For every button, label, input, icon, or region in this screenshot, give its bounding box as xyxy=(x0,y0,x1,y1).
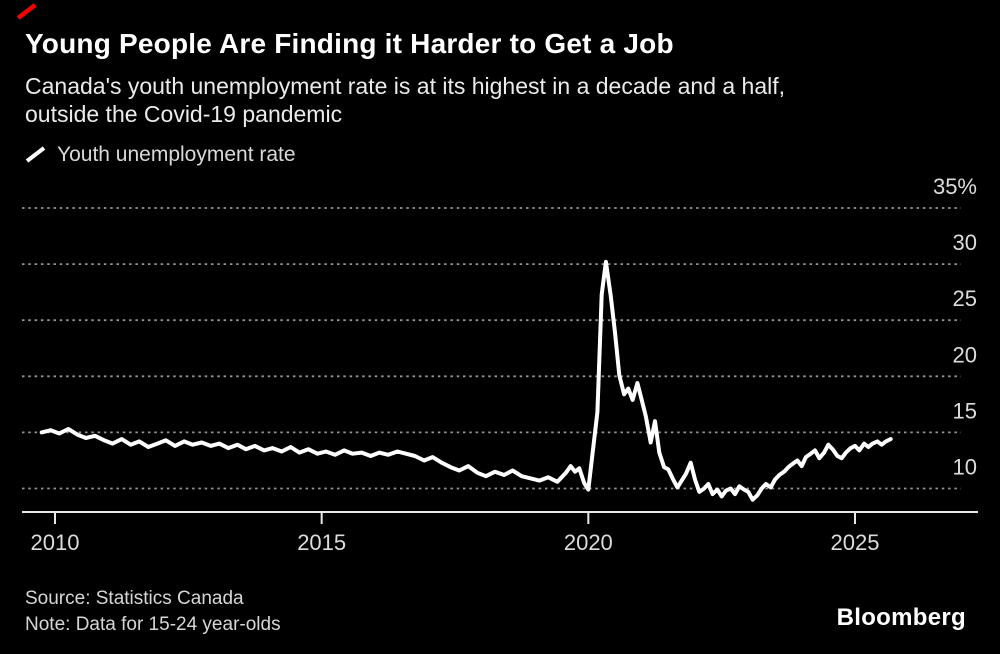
y-axis-label: 35% xyxy=(933,174,977,199)
chart-header: Young People Are Finding it Harder to Ge… xyxy=(25,28,980,128)
source-note: Source: Statistics Canada xyxy=(25,588,244,609)
legend-label: Youth unemployment rate xyxy=(57,143,296,166)
chart-subtitle-line2: outside the Covid-19 pandemic xyxy=(25,101,343,128)
red-accent-mark xyxy=(16,3,37,20)
x-axis-label: 2010 xyxy=(31,530,80,555)
x-axis-label: 2025 xyxy=(831,530,880,555)
line-series-icon xyxy=(25,146,46,163)
chart-subtitle: Canada's youth unemployment rate is at i… xyxy=(25,72,980,128)
y-axis-label: 30 xyxy=(953,230,977,255)
y-axis-label: 10 xyxy=(953,455,977,480)
y-axis-label: 15 xyxy=(953,398,977,423)
unemployment-line-series xyxy=(39,259,893,502)
y-axis-label: 25 xyxy=(953,286,977,311)
bloomberg-logo: Bloomberg xyxy=(836,604,966,631)
y-axis-label: 20 xyxy=(953,342,977,367)
data-note: Note: Data for 15-24 year-olds xyxy=(25,614,281,635)
chart-footer: Source: Statistics Canada Note: Data for… xyxy=(25,586,281,638)
chart-subtitle-line1: Canada's youth unemployment rate is at i… xyxy=(25,73,786,100)
x-axis-label: 2015 xyxy=(297,530,346,555)
x-axis-label: 2020 xyxy=(564,530,613,555)
chart-title: Young People Are Finding it Harder to Ge… xyxy=(25,28,674,59)
legend: Youth unemployment rate xyxy=(25,143,296,167)
